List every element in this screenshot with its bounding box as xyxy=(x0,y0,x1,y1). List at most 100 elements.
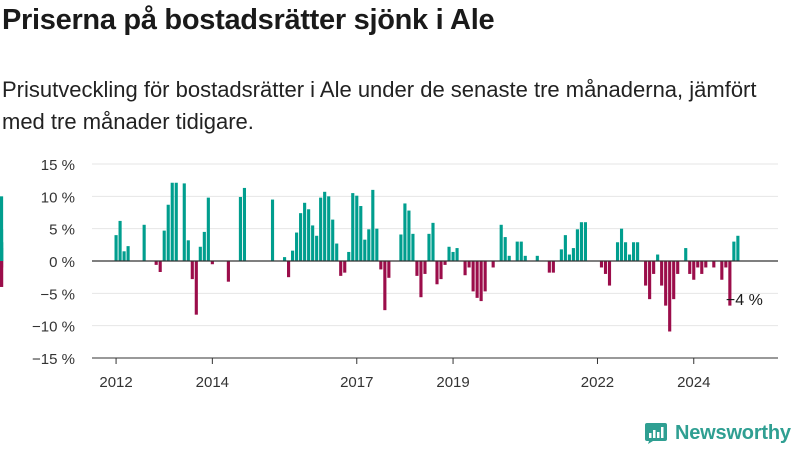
bar xyxy=(599,261,604,268)
bar xyxy=(303,202,307,261)
chart-title: Priserna på bostadsrätter sjönk i Ale xyxy=(2,4,495,36)
bar xyxy=(307,209,311,261)
bar xyxy=(623,242,628,261)
bar xyxy=(644,261,648,286)
brand-name: Newsworthy xyxy=(675,421,791,444)
bar xyxy=(238,196,242,261)
bar xyxy=(603,261,608,274)
bar xyxy=(371,189,375,261)
bar xyxy=(359,206,363,261)
bar xyxy=(451,251,455,261)
bar xyxy=(158,261,162,272)
bar xyxy=(648,261,652,300)
bar xyxy=(571,248,575,261)
bar xyxy=(327,196,331,261)
bar xyxy=(0,248,4,261)
bar xyxy=(194,261,198,315)
bar xyxy=(575,229,579,261)
bar xyxy=(619,228,624,261)
bar xyxy=(431,222,435,261)
bar xyxy=(114,235,118,261)
bar xyxy=(523,255,527,261)
labels: 15 % 10 % 5 % 0 % −5 % −10 % −15 % 2012 2014 2017… xyxy=(32,157,763,391)
y-tick-label: −10 % xyxy=(32,319,75,336)
x-tick-label: 2019 xyxy=(436,374,469,391)
bar xyxy=(186,240,190,261)
bar xyxy=(363,239,367,261)
bar xyxy=(563,235,567,261)
bar xyxy=(724,261,728,268)
bar xyxy=(583,222,587,261)
bar xyxy=(499,224,503,261)
chart-subtitle: Prisutveckling för bostadsrätter i Ale u… xyxy=(2,77,757,134)
bar xyxy=(226,261,230,282)
bar xyxy=(720,261,724,280)
bar xyxy=(507,255,511,261)
bar xyxy=(174,182,178,261)
bar xyxy=(315,235,319,261)
bar xyxy=(676,261,680,274)
x-tick-label: 2024 xyxy=(677,374,710,391)
bar xyxy=(688,261,692,274)
bar xyxy=(567,254,571,261)
bar xyxy=(475,261,479,298)
bar xyxy=(355,195,359,261)
y-tick-label: −15 % xyxy=(32,351,75,368)
bar xyxy=(379,261,383,270)
bar xyxy=(198,246,202,261)
bar xyxy=(672,261,676,300)
y-tick-label: 10 % xyxy=(41,189,75,206)
bar xyxy=(535,255,539,261)
bar xyxy=(732,241,736,261)
bar xyxy=(519,241,523,261)
bar xyxy=(122,251,126,261)
bar xyxy=(503,237,507,261)
bar xyxy=(700,261,704,274)
bar xyxy=(447,246,451,261)
bar xyxy=(615,242,620,261)
bar xyxy=(636,242,640,261)
bar xyxy=(319,197,323,261)
bar xyxy=(343,261,347,273)
bar xyxy=(351,193,355,261)
bar xyxy=(210,261,214,265)
bar xyxy=(427,233,431,261)
bar xyxy=(202,231,206,261)
bar xyxy=(467,261,471,268)
x-tick-label: 2012 xyxy=(99,374,132,391)
bar xyxy=(551,261,555,273)
latest-value-annotation: −4 % xyxy=(726,292,763,309)
newsworthy-icon xyxy=(645,423,667,444)
bar xyxy=(656,254,660,261)
bar xyxy=(607,261,612,286)
axes xyxy=(92,260,778,364)
bar xyxy=(166,204,170,261)
bar xyxy=(335,243,339,261)
bar xyxy=(483,261,487,292)
x-tick-label: 2017 xyxy=(340,374,373,391)
bar xyxy=(559,249,563,261)
bar xyxy=(696,261,700,268)
bar xyxy=(242,187,247,261)
bar xyxy=(283,257,287,261)
bar xyxy=(311,225,315,261)
bar xyxy=(439,261,443,280)
bar xyxy=(455,248,459,261)
bar xyxy=(347,251,351,261)
bar xyxy=(367,229,371,261)
bar xyxy=(154,261,158,265)
newsworthy-logo: Newsworthy xyxy=(644,418,791,448)
bar xyxy=(632,242,636,261)
bar xyxy=(628,254,632,261)
bar xyxy=(479,261,483,302)
bar xyxy=(299,213,303,261)
bar xyxy=(399,234,403,261)
bar xyxy=(471,261,475,292)
bar xyxy=(287,261,291,278)
y-tick-label: 0 % xyxy=(49,254,75,271)
bar xyxy=(684,248,688,261)
bar xyxy=(728,261,732,306)
y-tick-label: 5 % xyxy=(49,222,75,239)
x-tick-label: 2014 xyxy=(196,374,229,391)
